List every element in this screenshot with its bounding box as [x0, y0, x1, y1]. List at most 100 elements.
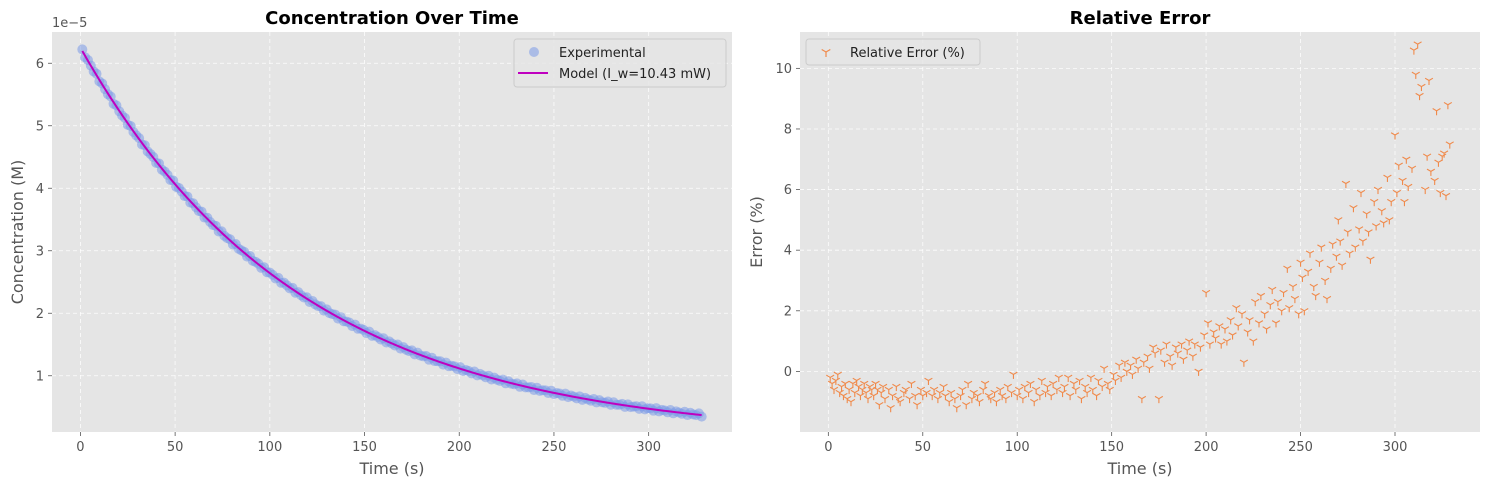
error-point	[911, 392, 920, 401]
y-tick-label: 2	[784, 304, 792, 319]
error-point	[1069, 380, 1079, 389]
error-point	[1211, 335, 1220, 343]
error-point	[1411, 71, 1420, 79]
y-tick-label: 6	[36, 57, 44, 72]
error-point	[1377, 208, 1386, 216]
error-point	[1326, 265, 1335, 273]
error-point	[928, 392, 937, 401]
error-point	[1099, 365, 1109, 373]
error-point	[1371, 223, 1381, 231]
error-point	[1237, 311, 1247, 319]
error-point	[1007, 389, 1016, 398]
error-point	[933, 395, 943, 404]
error-point	[1184, 338, 1194, 346]
error-point	[1220, 326, 1230, 334]
error-point	[886, 404, 895, 413]
error-point	[1047, 392, 1056, 401]
error-point	[1349, 204, 1358, 213]
error-point	[1215, 323, 1224, 331]
grid-right	[800, 32, 1480, 432]
x-tick-label: 150	[1099, 440, 1124, 455]
error-point	[863, 395, 873, 404]
error-point	[833, 371, 842, 379]
error-point	[1392, 189, 1402, 198]
error-point	[1415, 92, 1424, 101]
error-point	[826, 374, 835, 382]
chart-title-left: Concentration Over Time	[265, 8, 519, 29]
error-point	[1058, 389, 1067, 398]
experimental-point	[696, 411, 707, 422]
error-point	[1043, 383, 1052, 392]
error-point	[1041, 389, 1050, 398]
legend-box-left	[513, 38, 727, 88]
error-point	[846, 398, 856, 407]
error-point	[1285, 304, 1294, 313]
legend-label-experimental: Experimental	[559, 46, 646, 61]
error-point	[1190, 341, 1199, 349]
x-tick-label: 300	[1383, 440, 1408, 455]
error-point	[1239, 359, 1249, 367]
error-point	[1160, 359, 1169, 367]
error-point	[888, 392, 897, 401]
error-point	[1260, 311, 1269, 319]
legend-left: Experimental Model (I_w=10.43 mW)	[513, 38, 727, 88]
error-point	[1222, 338, 1232, 346]
error-point	[924, 377, 933, 385]
error-point	[916, 386, 926, 395]
error-point	[958, 386, 967, 395]
error-point	[1366, 256, 1375, 264]
legend-label-relative-error: Relative Error (%)	[850, 46, 965, 61]
x-tick-label: 100	[1005, 440, 1030, 455]
plot-area-left	[52, 32, 732, 432]
error-point	[1439, 150, 1449, 158]
error-point	[1105, 386, 1114, 395]
chart-title-right: Relative Error	[1070, 8, 1211, 29]
error-point	[1166, 353, 1175, 361]
error-point	[1341, 180, 1351, 189]
x-tick-label: 100	[257, 440, 282, 455]
error-point	[939, 383, 948, 392]
error-point	[1060, 383, 1069, 392]
error-point	[1315, 259, 1324, 267]
legend-marker-experimental	[529, 47, 539, 57]
error-point	[1394, 162, 1403, 170]
error-point	[1082, 389, 1092, 398]
error-point	[1009, 371, 1018, 379]
legend-label-model: Model (I_w=10.43 mW)	[559, 67, 711, 82]
error-point	[1037, 377, 1046, 385]
error-point	[1209, 329, 1218, 337]
error-point	[1179, 356, 1188, 364]
error-point	[1081, 383, 1090, 392]
error-point	[1288, 283, 1298, 292]
error-point	[1305, 250, 1315, 258]
y-tick-label: 2	[36, 307, 44, 322]
error-point	[1149, 344, 1158, 352]
error-point	[1183, 347, 1192, 355]
error-point	[1109, 371, 1118, 379]
x-tick-label: 150	[352, 440, 377, 455]
error-point	[1126, 362, 1135, 370]
error-point	[1154, 395, 1164, 404]
error-point	[1268, 286, 1277, 295]
error-point	[1173, 350, 1182, 358]
error-point	[1052, 386, 1062, 395]
error-point	[1354, 226, 1364, 234]
grid-left	[52, 32, 732, 432]
y-tick-label: 4	[784, 244, 792, 259]
error-point	[1351, 244, 1360, 252]
error-point	[1226, 317, 1235, 325]
error-point	[1256, 292, 1266, 301]
legend-marker-relative-error	[821, 48, 831, 57]
error-point	[1217, 341, 1226, 349]
error-point	[967, 395, 977, 404]
x-tick-label: 0	[824, 440, 832, 455]
error-point	[962, 401, 971, 410]
error-point	[1167, 362, 1177, 370]
error-point	[1424, 77, 1434, 85]
experimental-point	[77, 44, 88, 55]
error-point	[1432, 108, 1441, 116]
error-point	[1024, 389, 1033, 398]
error-point	[1171, 344, 1181, 352]
error-point	[1188, 353, 1198, 361]
